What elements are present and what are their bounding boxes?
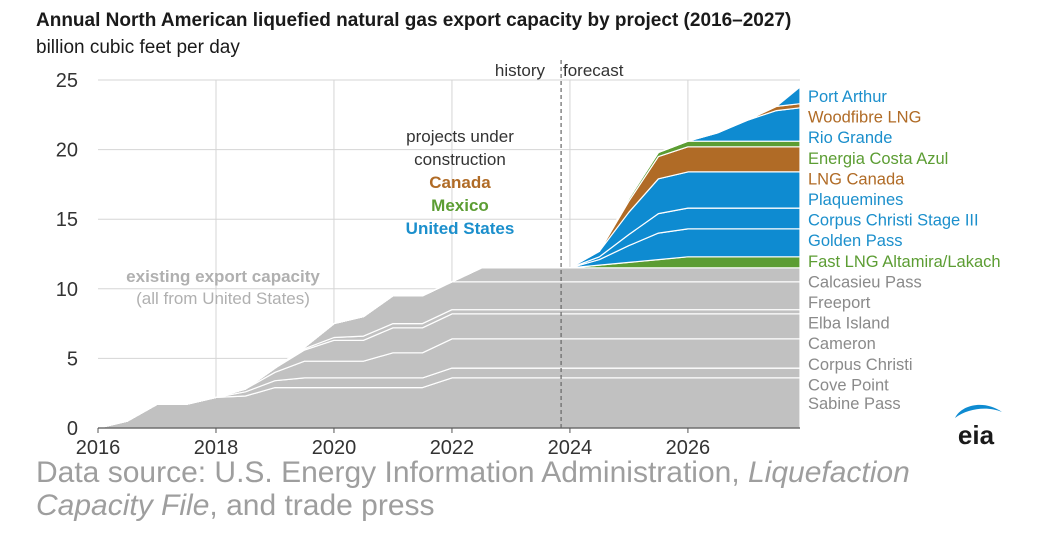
x-tick-label: 2020 [312,437,357,459]
series-label-golden-pass: Golden Pass [808,232,902,250]
x-tick-label: 2018 [194,437,239,459]
y-tick-label: 25 [56,70,78,92]
source-prefix: Data source: U.S. Energy Information Adm… [36,456,748,489]
x-tick-label: 2026 [666,437,711,459]
y-tick-label: 15 [56,209,78,231]
series-label-corpus-christi: Corpus Christi [808,356,913,374]
series-label-cameron: Cameron [808,335,876,353]
y-tick-label: 10 [56,279,78,301]
series-label-rio-grande: Rio Grande [808,129,892,147]
data-source-note: Data source: U.S. Energy Information Adm… [36,456,1026,522]
eia-logo-text: eia [958,420,995,450]
x-tick-label: 2024 [548,437,593,459]
forecast-label: forecast [563,61,624,80]
mexico-group-label: Mexico [431,196,489,215]
x-tick-label: 2016 [76,437,121,459]
series-label-freeport: Freeport [808,294,871,312]
y-tick-label: 0 [67,418,78,440]
existing-capacity-label-1: existing export capacity [126,267,320,286]
history-label: history [495,61,546,80]
series-label-sabine-pass: Sabine Pass [808,395,901,413]
area-sabine-pass [97,377,801,429]
under-construction-label-2: construction [414,150,506,169]
eia-logo-swoosh [955,404,1002,418]
series-label-fast-lng-altamira-lakach: Fast LNG Altamira/Lakach [808,253,1001,271]
series-label-energia-costa-azul: Energia Costa Azul [808,150,948,168]
y-tick-label: 20 [56,140,78,162]
series-label-corpus-christi-stage-iii: Corpus Christi Stage III [808,212,979,230]
chart-title: Annual North American liquefied natural … [36,10,792,31]
united-states-group-label: United States [406,219,515,238]
chart-subtitle: billion cubic feet per day [36,37,240,58]
y-tick-label: 5 [67,348,78,370]
series-label-port-arthur: Port Arthur [808,88,887,106]
eia-logo: eia [955,404,1002,450]
series-label-woodfibre-lng: Woodfibre LNG [808,109,921,127]
canada-group-label: Canada [429,173,491,192]
x-tick-label: 2022 [430,437,475,459]
existing-capacity-label-2: (all from United States) [136,289,310,308]
under-construction-label-1: projects under [406,127,514,146]
series-label-calcasieu-pass: Calcasieu Pass [808,273,922,291]
area-port-arthur [97,86,801,429]
series-label-elba-island: Elba Island [808,315,890,333]
source-suffix: , and trade press [209,489,435,522]
series-label-cove-point: Cove Point [808,376,889,394]
series-label-lng-canada: LNG Canada [808,170,905,188]
series-label-plaquemines: Plaquemines [808,191,903,209]
source-italic: Liquefaction Capacity File [36,456,910,522]
